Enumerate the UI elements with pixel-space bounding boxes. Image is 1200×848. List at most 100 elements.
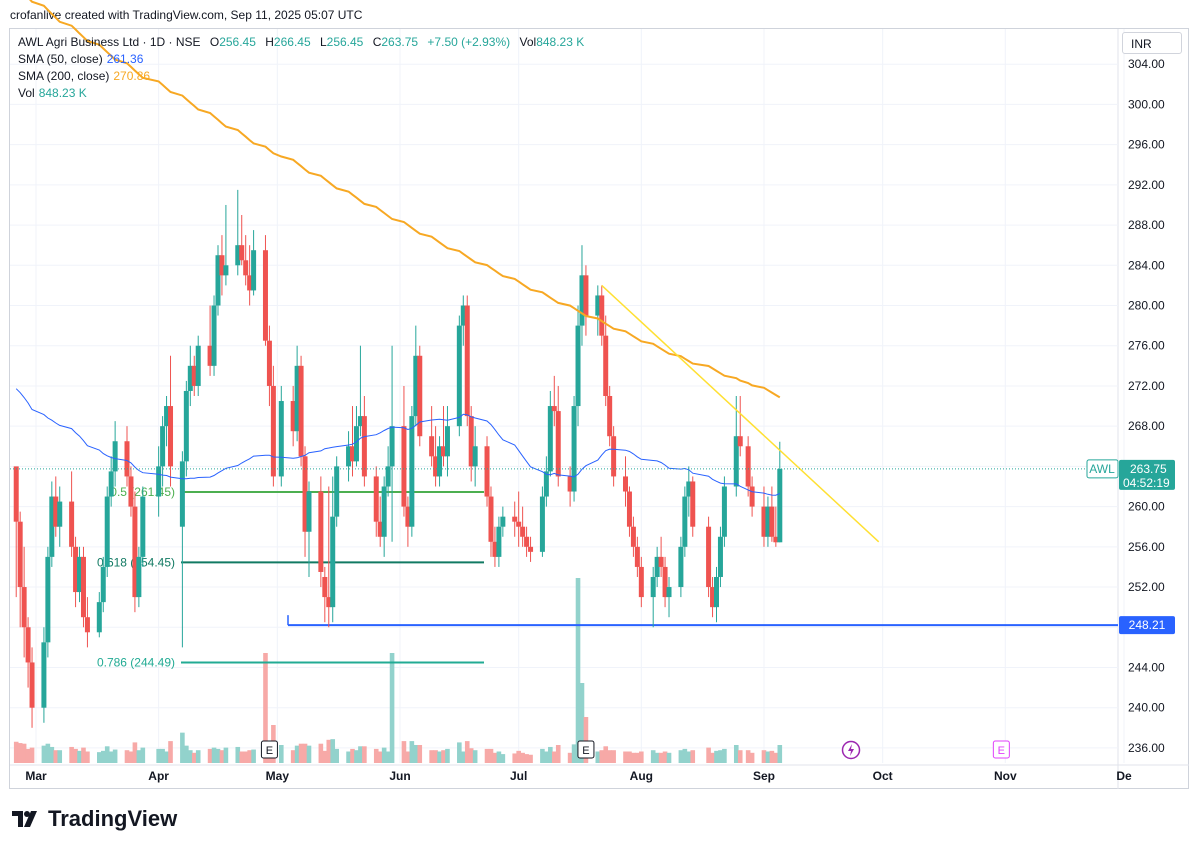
- volume-bar: [457, 742, 462, 763]
- candle-body: [298, 365, 304, 457]
- current-price-label: 263.75: [1130, 462, 1167, 476]
- y-tick-label: 268.00: [1128, 419, 1165, 433]
- volume-bar: [488, 748, 494, 763]
- candle-body: [749, 486, 755, 507]
- candle-body: [219, 255, 225, 276]
- volume-bar: [595, 751, 601, 763]
- volume-bar: [579, 683, 585, 763]
- y-tick-label: 280.00: [1128, 299, 1165, 313]
- candle-body: [543, 471, 549, 497]
- candle-body: [583, 275, 589, 316]
- candle-body: [512, 516, 518, 522]
- candle-body: [472, 446, 478, 467]
- volume-bar: [492, 752, 498, 763]
- volume-bar: [737, 750, 743, 763]
- volume-bar: [358, 746, 363, 763]
- volume-bar: [334, 748, 339, 763]
- volume-bar: [156, 748, 161, 763]
- earnings-event-label: E: [582, 745, 589, 757]
- chart-legend: AWL Agri Business Ltd · 1D · NSE O256.45…: [18, 34, 584, 102]
- candle-body: [658, 556, 664, 567]
- volume-bar: [520, 752, 525, 763]
- volume-bar: [322, 750, 328, 763]
- candle-body: [353, 426, 359, 462]
- y-tick-label: 276.00: [1128, 339, 1165, 353]
- candle-body: [579, 275, 585, 326]
- y-tick-label: 236.00: [1128, 741, 1165, 755]
- volume-bar: [516, 750, 521, 763]
- candle-body: [773, 536, 779, 543]
- candle-body: [17, 521, 23, 588]
- volume-bar: [180, 732, 185, 763]
- candle-body: [215, 255, 221, 306]
- volume-bar: [433, 750, 438, 763]
- candle-body: [630, 526, 636, 547]
- legend-sma50-row[interactable]: SMA (50, close) 261.36: [18, 51, 584, 68]
- currency-selector[interactable]: INR: [1122, 32, 1182, 54]
- candle-body: [539, 496, 545, 552]
- candle-body: [413, 355, 419, 417]
- legend-symbol[interactable]: AWL Agri Business Ltd · 1D · NSE: [18, 35, 201, 49]
- candle-body: [456, 325, 462, 427]
- legend-l-label: L: [319, 35, 327, 49]
- candle-body: [326, 597, 332, 608]
- bar-countdown-label: 04:52:19: [1123, 476, 1170, 490]
- candle-body: [179, 461, 185, 527]
- volume-bar: [112, 749, 118, 763]
- volume-bar: [639, 751, 644, 763]
- x-tick-label: Sep: [753, 769, 775, 783]
- legend-close: 263.75: [381, 35, 419, 49]
- y-tick-label: 240.00: [1128, 701, 1165, 715]
- volume-bar: [464, 741, 470, 763]
- symbol-badge-label: AWL: [1089, 462, 1115, 476]
- volume-bar: [160, 748, 165, 763]
- candle-body: [25, 627, 31, 663]
- candle-body: [516, 521, 522, 527]
- volume-bar: [53, 750, 59, 763]
- legend-sma200-row[interactable]: SMA (200, close) 270.86: [18, 68, 584, 85]
- volume-bar: [104, 746, 110, 763]
- volume-bar: [722, 748, 727, 763]
- volume-bar: [251, 749, 256, 763]
- candle-body: [156, 466, 162, 497]
- y-tick-label: 288.00: [1128, 218, 1165, 232]
- y-tick-label: 256.00: [1128, 540, 1165, 554]
- legend-high: 266.45: [273, 35, 311, 49]
- candle-body: [500, 516, 506, 527]
- candle-body: [409, 416, 415, 527]
- legend-vol-row[interactable]: Vol 848.23 K: [18, 85, 584, 102]
- volume-bar: [650, 750, 656, 763]
- legend-c-label: C: [372, 35, 382, 49]
- volume-bar: [765, 751, 771, 763]
- candle-body: [595, 295, 601, 316]
- volume-bar: [136, 750, 142, 763]
- candle-body: [603, 335, 609, 396]
- candle-body: [761, 506, 767, 537]
- candle-body: [96, 602, 102, 633]
- earnings-event-icon: [577, 740, 595, 759]
- volume-bar: [777, 745, 783, 763]
- volume-bar: [207, 748, 213, 763]
- volume-bar: [749, 752, 755, 763]
- volume-bar: [571, 744, 577, 763]
- candle-body: [247, 275, 253, 291]
- candle-body: [551, 406, 557, 412]
- candle-body: [251, 250, 257, 291]
- volume-bar: [551, 751, 557, 763]
- candle-body: [278, 401, 284, 477]
- candle-body: [713, 576, 719, 608]
- volume-bar: [524, 754, 529, 763]
- candle-body: [168, 406, 174, 467]
- volume-bar: [540, 748, 545, 763]
- candle-body: [468, 416, 474, 467]
- candle-body: [346, 446, 352, 467]
- volume-bar: [164, 751, 169, 763]
- volume-bar: [108, 751, 114, 763]
- volume-bar: [330, 739, 336, 763]
- candle-body: [290, 401, 296, 432]
- volume-bar: [318, 743, 324, 763]
- y-tick-label: 252.00: [1128, 580, 1165, 594]
- volume-bar: [496, 751, 502, 763]
- candle-body: [492, 541, 498, 557]
